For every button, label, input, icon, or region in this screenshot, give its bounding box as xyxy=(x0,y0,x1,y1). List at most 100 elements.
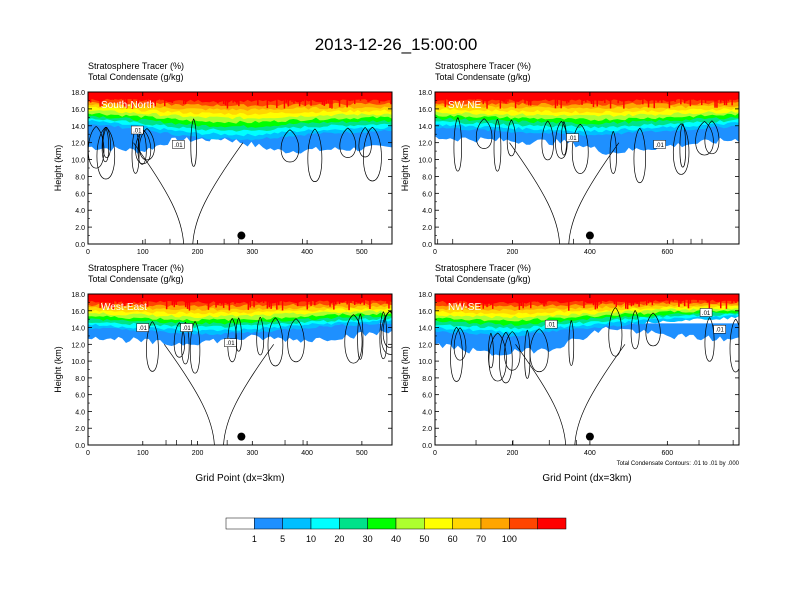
y-tick-label: 2.0 xyxy=(422,225,432,232)
condensate-contour xyxy=(506,119,517,157)
y-tick-label: 2.0 xyxy=(422,426,432,433)
x-tick-label: 200 xyxy=(192,450,204,457)
condensate-contour xyxy=(453,117,462,172)
plot-area: .01 .01 xyxy=(88,92,392,244)
x-tick-label: 300 xyxy=(246,249,258,256)
colorbar-swatch xyxy=(480,517,510,530)
x-tick-label: 400 xyxy=(301,450,313,457)
y-tick-label: 0.0 xyxy=(422,443,432,450)
condensate-contour xyxy=(357,313,364,360)
condensate-contour xyxy=(673,123,690,175)
condensate-contour xyxy=(190,118,197,167)
y-tick-label: 16.0 xyxy=(418,107,432,114)
x-tick-label: 500 xyxy=(356,450,368,457)
condensate-contour xyxy=(529,328,549,373)
condensate-contour xyxy=(524,329,531,379)
contour-label: .01 xyxy=(547,323,556,329)
contour-label-box xyxy=(544,319,558,329)
y-tick-label: 10.0 xyxy=(418,158,432,165)
colorbar-label: 50 xyxy=(419,534,429,544)
page-title: 2013-12-26_15:00:00 xyxy=(315,35,478,54)
y-tick-label: 0.0 xyxy=(75,443,85,450)
condensate-contour xyxy=(235,317,242,352)
x-tick-label: 100 xyxy=(137,249,149,256)
condensate-contour xyxy=(633,127,646,184)
condensate-contour xyxy=(499,331,513,384)
x-tick-label: 500 xyxy=(356,249,368,256)
location-marker xyxy=(585,432,594,441)
y-tick-label: 0.0 xyxy=(422,242,432,249)
x-tick-label: 0 xyxy=(86,249,90,256)
condensate-contour xyxy=(504,331,521,371)
condensate-contour xyxy=(96,126,115,180)
y-tick-label: 12.0 xyxy=(418,141,432,148)
panel-subtitle-condensate: Total Condensate (g/kg) xyxy=(435,274,531,284)
panel-label: West-East xyxy=(101,302,147,313)
condensate-contour xyxy=(256,316,265,356)
contour-label: .01 xyxy=(568,136,577,142)
condensate-contour xyxy=(287,318,305,363)
panel-nw-se: Stratosphere Tracer (%)Total Condensate … xyxy=(400,263,740,484)
contour-label-box xyxy=(653,140,666,149)
condensate-contour xyxy=(541,120,554,161)
x-axis-label: Grid Point (dx=3km) xyxy=(542,473,631,484)
colorbar-label: 20 xyxy=(334,534,344,544)
colorbar-label: 70 xyxy=(476,534,486,544)
condensate-contour xyxy=(267,317,284,367)
condensate-contour xyxy=(189,321,201,374)
colorbar-label: 10 xyxy=(306,534,316,544)
condensate-contour xyxy=(568,320,575,366)
x-tick-label: 400 xyxy=(301,249,313,256)
colorbar-swatch xyxy=(509,517,538,530)
y-tick-label: 18.0 xyxy=(71,90,85,97)
condensate-contour xyxy=(704,317,715,362)
panel-south-north: Stratosphere Tracer (%)Total Condensate … xyxy=(53,61,393,256)
condensate-contour xyxy=(163,344,274,445)
condensate-contour xyxy=(609,131,617,174)
condensate-contour xyxy=(382,310,392,348)
y-tick-label: 4.0 xyxy=(75,409,85,416)
contour-label-box xyxy=(713,324,726,334)
contour-label-box xyxy=(136,323,150,332)
condensate-contour xyxy=(608,307,623,357)
contour-label-box xyxy=(131,125,144,135)
x-tick-label: 600 xyxy=(662,249,674,256)
y-tick-label: 4.0 xyxy=(422,208,432,215)
y-tick-label: 16.0 xyxy=(71,107,85,114)
contour-label: .01 xyxy=(139,326,148,332)
x-tick-label: 200 xyxy=(192,249,204,256)
y-tick-label: 12.0 xyxy=(71,342,85,349)
x-tick-label: 0 xyxy=(86,450,90,457)
y-tick-label: 10.0 xyxy=(71,359,85,366)
contour-label-box xyxy=(224,338,237,347)
condensate-contour xyxy=(450,326,463,382)
x-tick-label: 400 xyxy=(584,450,596,457)
condensate-contour xyxy=(344,314,363,364)
colorbar-swatch xyxy=(424,517,453,530)
panel-sw-ne: Stratosphere Tracer (%)Total Condensate … xyxy=(400,61,740,256)
condensate-contour xyxy=(133,142,244,244)
colorbar-label: 60 xyxy=(448,534,458,544)
x-tick-label: 300 xyxy=(246,450,258,457)
location-marker xyxy=(237,432,246,441)
y-tick-label: 6.0 xyxy=(75,191,85,198)
condensate-contour xyxy=(515,344,626,445)
panel-subtitle-condensate: Total Condensate (g/kg) xyxy=(435,72,531,82)
y-tick-label: 14.0 xyxy=(71,124,85,131)
panel-subtitle-tracer: Stratosphere Tracer (%) xyxy=(88,263,184,273)
y-tick-label: 8.0 xyxy=(422,376,432,383)
condensate-contour xyxy=(363,126,382,182)
plot-area: .01 .01 .01 xyxy=(435,294,739,445)
y-axis-label: Height (km) xyxy=(400,346,410,393)
y-tick-label: 4.0 xyxy=(75,208,85,215)
condensate-contour xyxy=(88,126,105,169)
location-marker xyxy=(585,231,594,240)
condensate-contour xyxy=(137,129,147,165)
y-axis-label: Height (km) xyxy=(400,145,410,192)
panel-west-east: Stratosphere Tracer (%)Total Condensate … xyxy=(53,263,393,484)
condensate-contour xyxy=(630,310,640,350)
y-tick-label: 10.0 xyxy=(71,158,85,165)
colorbar-label: 40 xyxy=(391,534,401,544)
panel-subtitle-tracer: Stratosphere Tracer (%) xyxy=(435,61,531,71)
